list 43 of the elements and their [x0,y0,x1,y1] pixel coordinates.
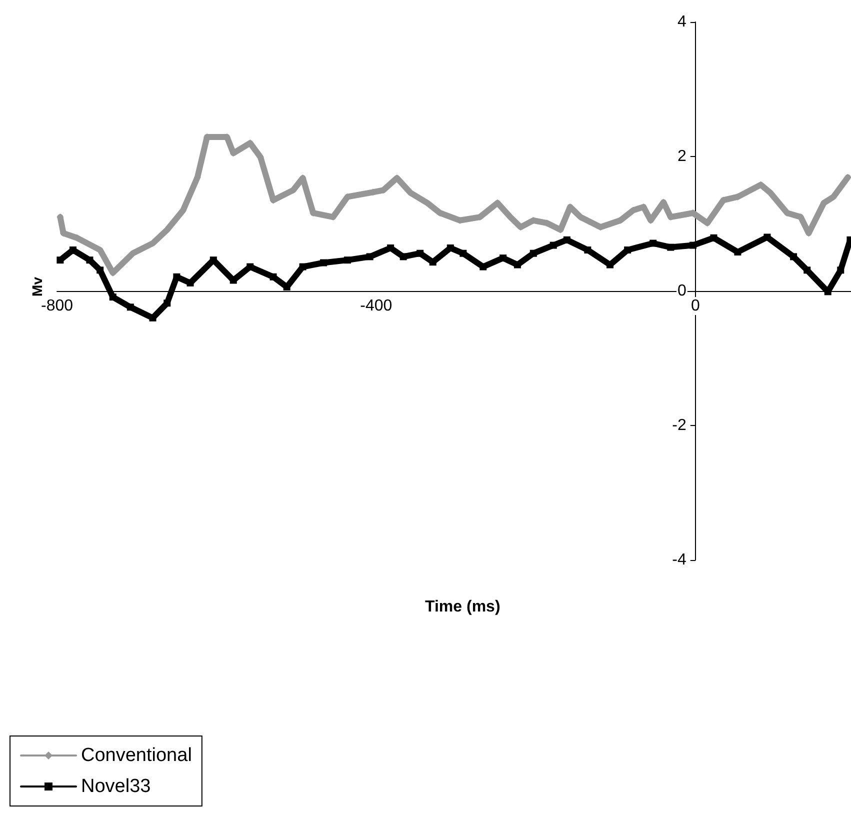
point [690,242,696,249]
x-axis-title: Time (ms) [425,598,500,616]
point [460,250,467,257]
point [480,263,487,270]
x-tick-label: -800 [40,298,74,314]
point [126,304,134,311]
point [416,250,424,257]
point [837,266,844,274]
point [366,253,374,260]
point [86,256,94,264]
y-tick-label: 0 [677,282,686,300]
point [56,256,64,264]
y-tick-label: 4 [677,14,686,30]
legend-label: Conventional [81,745,192,766]
point [764,234,771,241]
point [344,256,351,264]
legend-label: Novel33 [81,776,151,797]
point [624,246,632,254]
point [246,263,254,270]
point [164,300,171,307]
point [186,279,194,286]
y-tick-label: -4 [672,552,686,568]
point [514,261,521,268]
y-axis-title: Mv [29,276,45,296]
point [109,294,116,301]
x-tick-label: 0 [690,298,700,314]
point [667,244,674,251]
point [149,314,156,322]
y-tick-label: -2 [672,417,686,434]
x-tick-label: -400 [360,298,392,314]
point [320,259,328,266]
point [500,254,507,262]
point [96,266,104,274]
point [650,240,657,247]
point [550,242,557,249]
y-tick-label: 2 [677,148,686,165]
point [270,273,277,280]
point [790,253,798,260]
point [530,250,537,257]
point [299,263,306,270]
point [584,246,592,254]
point [804,266,811,274]
point [400,253,407,260]
